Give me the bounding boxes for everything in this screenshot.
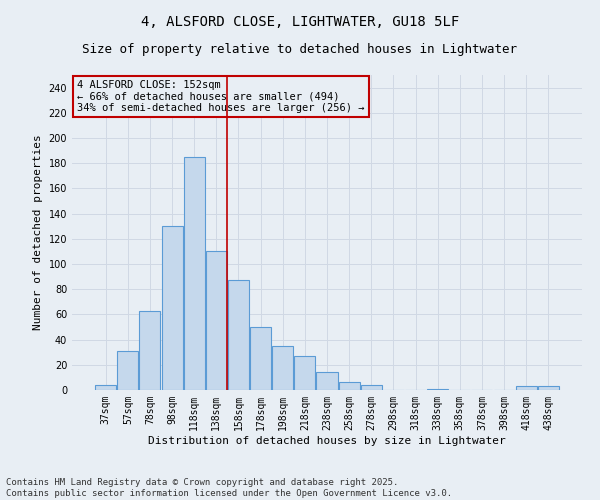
Bar [95,385,116,390]
Bar [161,226,182,390]
Bar [515,386,536,390]
Text: Contains HM Land Registry data © Crown copyright and database right 2025.
Contai: Contains HM Land Registry data © Crown c… [6,478,452,498]
Text: 4, ALSFORD CLOSE, LIGHTWATER, GU18 5LF: 4, ALSFORD CLOSE, LIGHTWATER, GU18 5LF [141,15,459,29]
Bar [316,372,338,390]
Bar [184,157,205,390]
Bar [250,327,271,390]
Bar [118,351,139,390]
Bar [272,346,293,390]
Bar [295,356,316,390]
Bar [338,382,359,390]
Bar [228,280,249,390]
Bar [361,385,382,390]
Bar [139,310,160,390]
Bar [427,388,448,390]
Bar [538,386,559,390]
Y-axis label: Number of detached properties: Number of detached properties [33,134,43,330]
Text: 4 ALSFORD CLOSE: 152sqm
← 66% of detached houses are smaller (494)
34% of semi-d: 4 ALSFORD CLOSE: 152sqm ← 66% of detache… [77,80,365,113]
X-axis label: Distribution of detached houses by size in Lightwater: Distribution of detached houses by size … [148,436,506,446]
Text: Size of property relative to detached houses in Lightwater: Size of property relative to detached ho… [83,42,517,56]
Bar [206,252,227,390]
